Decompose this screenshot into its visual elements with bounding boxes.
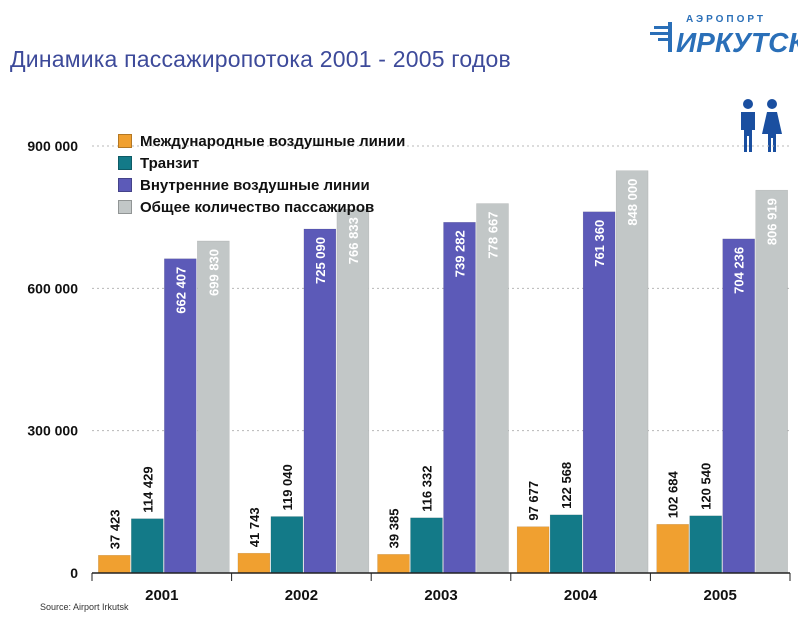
bar-transit-2003 (411, 518, 443, 573)
data-label-transit-2005: 120 540 (699, 463, 714, 510)
data-label-international-2001: 37 423 (107, 509, 122, 549)
x-tick-label: 2001 (145, 587, 178, 604)
data-label-transit-2003: 116 332 (420, 466, 435, 512)
source-note: Source: Airport Irkutsk (40, 602, 129, 612)
legend-label-international: Международные воздушные линии (140, 133, 405, 150)
data-label-transit-2002: 119 040 (280, 464, 295, 510)
y-tick-label: 600 000 (27, 280, 78, 296)
data-label-transit-2001: 114 429 (140, 466, 155, 512)
bar-transit-2005 (690, 516, 722, 573)
legend-swatch-domestic (118, 178, 132, 192)
bar-international-2001 (98, 555, 130, 573)
x-tick-label: 2004 (564, 587, 598, 604)
y-tick-label: 300 000 (27, 423, 78, 439)
data-label-domestic-2001: 662 407 (173, 267, 188, 314)
data-label-total-2001: 699 830 (206, 249, 221, 296)
bar-international-2005 (657, 524, 689, 573)
data-label-total-2005: 806 919 (765, 198, 780, 245)
bar-transit-2002 (271, 517, 303, 573)
x-tick-label: 2003 (424, 587, 457, 604)
legend-item-total: Общее количество пассажиров (118, 196, 405, 218)
data-label-total-2003: 778 667 (486, 212, 501, 259)
bar-international-2004 (517, 527, 549, 573)
legend-swatch-transit (118, 156, 132, 170)
legend-label-domestic: Внутренние воздушные линии (140, 177, 370, 194)
data-label-total-2002: 766 833 (346, 217, 361, 264)
bar-international-2002 (238, 553, 270, 573)
data-label-international-2002: 41 743 (247, 507, 262, 547)
data-label-international-2005: 102 684 (666, 471, 681, 519)
legend-swatch-international (118, 134, 132, 148)
legend-label-total: Общее количество пассажиров (140, 199, 374, 216)
y-tick-label: 0 (70, 565, 78, 581)
bar-transit-2001 (131, 519, 163, 573)
data-label-transit-2004: 122 568 (559, 462, 574, 509)
legend-item-international: Международные воздушные линии (118, 130, 405, 152)
data-label-domestic-2002: 725 090 (313, 237, 328, 284)
bar-transit-2004 (550, 515, 582, 573)
legend-swatch-total (118, 200, 132, 214)
bar-total-2005 (756, 190, 788, 573)
data-label-domestic-2003: 739 282 (453, 230, 468, 277)
data-label-domestic-2005: 704 236 (732, 247, 747, 294)
data-label-domestic-2004: 761 360 (592, 220, 607, 267)
x-tick-label: 2005 (704, 587, 737, 604)
x-tick-label: 2002 (285, 587, 318, 604)
data-label-international-2004: 97 677 (526, 481, 541, 521)
y-tick-label: 900 000 (27, 138, 78, 154)
legend-item-domestic: Внутренние воздушные линии (118, 174, 405, 196)
chart-legend: Международные воздушные линии Транзит Вн… (118, 130, 405, 218)
bar-total-2004 (616, 171, 648, 573)
data-label-international-2003: 39 385 (387, 509, 402, 549)
passenger-chart: 37 423 114 429 662 407 699 830 41 743 119 040… (0, 0, 800, 640)
legend-item-transit: Транзит (118, 152, 405, 174)
bar-international-2003 (378, 554, 410, 573)
data-label-total-2004: 848 000 (625, 179, 640, 226)
legend-label-transit: Транзит (140, 155, 199, 172)
